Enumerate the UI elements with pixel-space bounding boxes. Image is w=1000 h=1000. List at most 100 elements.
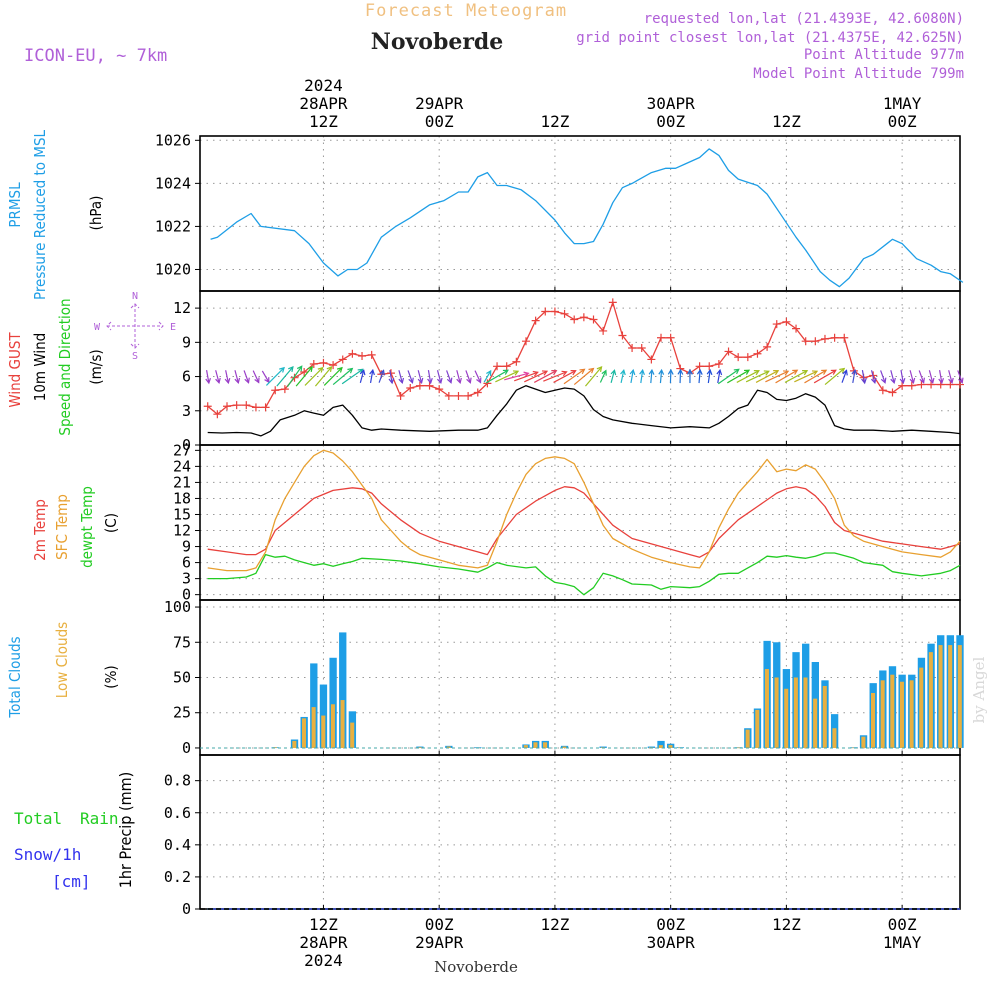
y-tick-label: 21 [173, 473, 191, 491]
wind-arrow-head [359, 369, 366, 376]
label-total-rain-2: Rain [80, 809, 119, 828]
wind-arrow-head [596, 366, 603, 373]
gust-marker [772, 320, 781, 329]
time-label-bottom: 28APR [299, 933, 348, 952]
label-sfc-temp: SFC Temp [53, 494, 71, 560]
wind-arrow [417, 370, 424, 385]
y-tick-label: 75 [173, 633, 191, 651]
gust-marker [618, 331, 627, 340]
wind-arrow-head [639, 368, 645, 376]
wind-arrow-head [696, 368, 703, 375]
wind-arrow [928, 370, 935, 385]
wind-arrow-head [307, 366, 314, 373]
series-pressure [210, 148, 964, 288]
y-tick-label: 18 [173, 489, 191, 507]
wind-arrow-shaft [727, 369, 750, 384]
gust-marker [521, 337, 530, 346]
wind-arrow-head [601, 369, 607, 376]
wind-arrow-head [658, 368, 665, 375]
gust-marker [348, 349, 357, 358]
wind-arrow-shaft [323, 367, 343, 386]
wind-arrow [474, 370, 482, 384]
gust-marker [705, 362, 714, 371]
wind-arrow-shaft [456, 370, 461, 383]
wind-arrow [427, 370, 433, 385]
label-total-clouds: Total Clouds [6, 636, 24, 718]
wind-arrow-head [706, 368, 713, 376]
wind-arrow-shaft [563, 368, 585, 385]
wind-arrow-head [830, 369, 837, 375]
bar-low-clouds [533, 742, 538, 748]
y-tick-label: 0 [182, 436, 191, 454]
time-label-top: 30APR [647, 94, 696, 113]
label-snow-cm: [cm] [52, 872, 91, 891]
wind-arrow-head [317, 366, 324, 373]
bar-total-clouds [329, 657, 337, 748]
wind-arrow-shaft [870, 370, 876, 383]
wind-arrow-shaft [630, 370, 634, 384]
wind-arrow-shaft [804, 369, 827, 384]
gust-marker [628, 344, 637, 353]
gust-marker [493, 362, 502, 371]
wind-arrow-head [870, 377, 877, 385]
wind-arrow-shaft [599, 370, 607, 383]
wind-arrow-head [379, 369, 385, 376]
wind-arrow-shaft [620, 370, 625, 384]
wind-arrow [585, 366, 603, 387]
wind-arrow [841, 369, 848, 383]
gust-marker [792, 324, 801, 333]
panel-frame-precipitation [199, 754, 961, 910]
point-altitude: Point Altitude 977m [804, 47, 964, 63]
wind-arrow [658, 368, 665, 384]
wind-arrow-head [938, 378, 945, 385]
wind-arrow-head [551, 370, 558, 376]
wind-arrow-shaft [314, 366, 332, 387]
wind-arrow-shaft [900, 370, 904, 384]
gust-marker [358, 352, 367, 361]
gust-marker [579, 313, 588, 322]
gust-marker [512, 357, 521, 366]
bar-low-clouds [292, 740, 297, 748]
y-tick-label: 27 [173, 441, 191, 459]
wind-arrow [252, 370, 260, 384]
gust-marker [329, 361, 338, 370]
wind-arrow-head [347, 367, 354, 374]
wind-arrow-shaft [533, 370, 557, 383]
time-label-top: 00Z [888, 112, 917, 131]
wind-arrow [727, 369, 751, 384]
wind-arrow-head [909, 377, 916, 385]
unit-ms: (m/s) [87, 349, 105, 384]
wind-arrow-shaft [332, 368, 353, 386]
bar-low-clouds [562, 746, 567, 748]
gust-marker [782, 317, 791, 326]
gust-marker [435, 385, 444, 394]
wind-arrow-head [880, 377, 887, 384]
gust-marker [444, 391, 453, 400]
wind-arrow-head [408, 377, 414, 384]
wind-arrow [687, 368, 693, 384]
wind-arrow [243, 370, 250, 384]
wind-arrow-shaft [650, 370, 653, 384]
gust-marker [724, 347, 733, 356]
wind-arrow-shaft [359, 370, 365, 383]
gust-marker [666, 333, 675, 342]
compass-w: W [94, 322, 101, 333]
wind-arrow-shaft [610, 370, 616, 383]
wind-arrow-head [279, 366, 285, 373]
wind-arrow-shaft [707, 370, 711, 384]
y-tick-label: 24 [173, 457, 191, 475]
wind-arrow-shaft [225, 370, 229, 384]
y-tick-label: 0 [182, 739, 191, 757]
wind-arrow-shaft [794, 370, 818, 383]
time-label-bottom: 12Z [309, 915, 338, 934]
wind-arrow [553, 370, 577, 383]
wind-arrow [648, 368, 655, 384]
gust-marker [541, 307, 550, 316]
wind-arrow-shaft [736, 370, 760, 383]
gust-marker [589, 315, 598, 324]
wind-arrow [745, 370, 770, 383]
wind-arrow [629, 368, 636, 384]
wind-arrow-head [561, 370, 568, 377]
wind-arrow-head [743, 369, 751, 375]
time-label-bottom: 1MAY [883, 933, 922, 952]
